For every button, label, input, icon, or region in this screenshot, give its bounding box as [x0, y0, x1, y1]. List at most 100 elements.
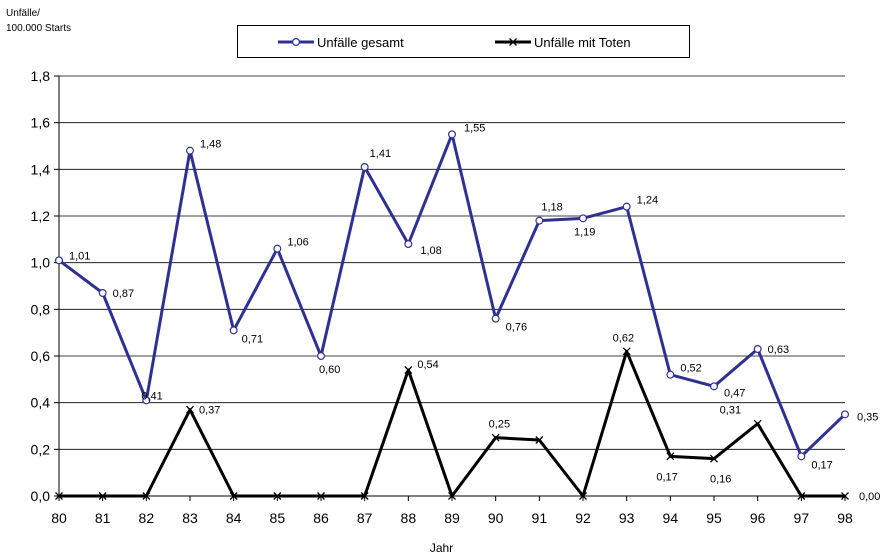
x-tick-label: 89 — [444, 510, 460, 526]
x-tick-label: 90 — [488, 510, 504, 526]
data-point-total — [666, 370, 675, 379]
data-point-fatal — [841, 492, 849, 500]
data-label-total: 1,01 — [69, 250, 90, 262]
legend-marker-x-icon — [495, 38, 531, 46]
x-tick-label: 87 — [357, 510, 373, 526]
data-label-total: 0,60 — [319, 364, 340, 376]
data-point-fatal — [797, 492, 806, 500]
data-point-fatal — [535, 436, 544, 444]
data-point-fatal — [98, 492, 107, 500]
x-tick-label: 98 — [837, 510, 853, 526]
data-point-fatal — [404, 366, 413, 374]
y-tick-label: 1,6 — [31, 115, 51, 131]
data-point-fatal — [710, 454, 718, 463]
legend: Unfälle gesamt Unfälle mit Toten — [237, 25, 690, 58]
data-label-total: 0,35 — [857, 411, 878, 423]
x-tick-label: 82 — [139, 510, 155, 526]
data-point-total — [229, 326, 238, 335]
y-tick-label: 0,2 — [31, 441, 51, 457]
x-tick-label: 84 — [226, 510, 242, 526]
data-point-total — [753, 345, 762, 354]
legend-item-fatal: Unfälle mit Toten — [495, 33, 631, 51]
data-point-total — [797, 452, 806, 461]
y-axis-title-line1: Unfälle/ — [6, 8, 40, 19]
data-point-fatal — [753, 419, 762, 428]
x-tick-label: 86 — [313, 510, 329, 526]
x-tick-label: 96 — [750, 510, 766, 526]
legend-marker-circle-icon — [278, 37, 314, 47]
y-tick-label: 0,0 — [31, 488, 51, 504]
data-point-total — [622, 202, 631, 211]
data-point-total — [578, 214, 587, 223]
data-label-total: 1,55 — [464, 122, 485, 134]
data-label-fatal: 0,17 — [656, 471, 677, 483]
data-label-total: 1,06 — [287, 237, 308, 249]
data-point-fatal — [491, 433, 500, 442]
data-label-fatal: 0,00 — [859, 491, 880, 503]
data-label-total: 0,63 — [768, 344, 789, 356]
y-tick-label: 0,8 — [31, 301, 51, 317]
y-axis-title-line2: 100.000 Starts — [6, 23, 72, 34]
data-label-total: 0,41 — [141, 390, 162, 402]
data-point-fatal — [186, 405, 194, 414]
y-tick-label: 0,6 — [31, 348, 51, 364]
data-point-total — [186, 146, 195, 155]
data-label-fatal: 0,54 — [417, 359, 438, 371]
legend-label-total: Unfälle gesamt — [317, 34, 404, 50]
data-label-total: 0,17 — [811, 459, 832, 471]
y-tick-label: 1,2 — [31, 208, 51, 224]
data-point-fatal — [229, 492, 238, 500]
x-axis-title: Jahr — [429, 541, 454, 555]
y-tick-label: 1,8 — [31, 68, 51, 84]
data-label-fatal: 0,37 — [199, 405, 220, 417]
y-tick-label: 0,4 — [31, 395, 51, 411]
x-tick-label: 94 — [663, 510, 679, 526]
data-label-total: 0,47 — [724, 387, 745, 399]
data-point-fatal — [622, 347, 631, 356]
data-point-total — [360, 163, 369, 172]
x-tick-label: 97 — [794, 510, 810, 526]
data-point-fatal — [448, 492, 456, 500]
x-tick-label: 93 — [619, 510, 635, 526]
data-label-fatal: 0,25 — [489, 419, 510, 431]
data-label-fatal: 0,31 — [720, 405, 741, 417]
x-tick-label: 83 — [182, 510, 198, 526]
x-tick-label: 92 — [575, 510, 591, 526]
data-label-total: 0,52 — [680, 363, 701, 375]
data-point-fatal — [273, 492, 282, 500]
x-tick-label: 91 — [532, 510, 548, 526]
legend-item-total: Unfälle gesamt — [278, 33, 404, 51]
data-point-fatal — [55, 492, 63, 500]
data-point-total — [840, 410, 849, 419]
data-point-total — [142, 396, 151, 405]
data-label-total: 1,08 — [420, 245, 441, 257]
data-point-total — [448, 130, 457, 139]
data-label-total: 1,41 — [370, 148, 391, 160]
data-point-total — [317, 352, 326, 361]
data-label-total: 0,71 — [242, 333, 263, 345]
data-point-fatal — [666, 452, 675, 461]
data-point-total — [491, 314, 500, 323]
data-label-total: 1,24 — [637, 195, 658, 207]
data-point-total — [535, 216, 544, 225]
y-tick-label: 1,0 — [31, 255, 51, 271]
data-label-total: 1,18 — [541, 202, 562, 214]
x-tick-label: 80 — [51, 510, 67, 526]
data-point-fatal — [317, 492, 325, 500]
data-label-total: 0,87 — [113, 288, 134, 300]
data-point-total — [273, 244, 282, 253]
data-label-total: 1,48 — [200, 139, 221, 151]
x-tick-label: 88 — [401, 510, 417, 526]
data-point-fatal — [579, 492, 587, 500]
data-label-total: 0,76 — [506, 322, 527, 334]
data-label-fatal: 0,16 — [710, 474, 731, 486]
x-tick-label: 81 — [95, 510, 111, 526]
data-point-total — [98, 289, 107, 298]
y-axis-title: Unfälle/ 100.000 Starts — [6, 6, 71, 36]
data-point-total — [54, 256, 63, 265]
data-label-fatal: 0,62 — [613, 332, 634, 344]
x-tick-label: 85 — [270, 510, 286, 526]
data-point-fatal — [142, 492, 151, 500]
data-point-fatal — [360, 492, 369, 500]
data-point-total — [709, 382, 718, 391]
